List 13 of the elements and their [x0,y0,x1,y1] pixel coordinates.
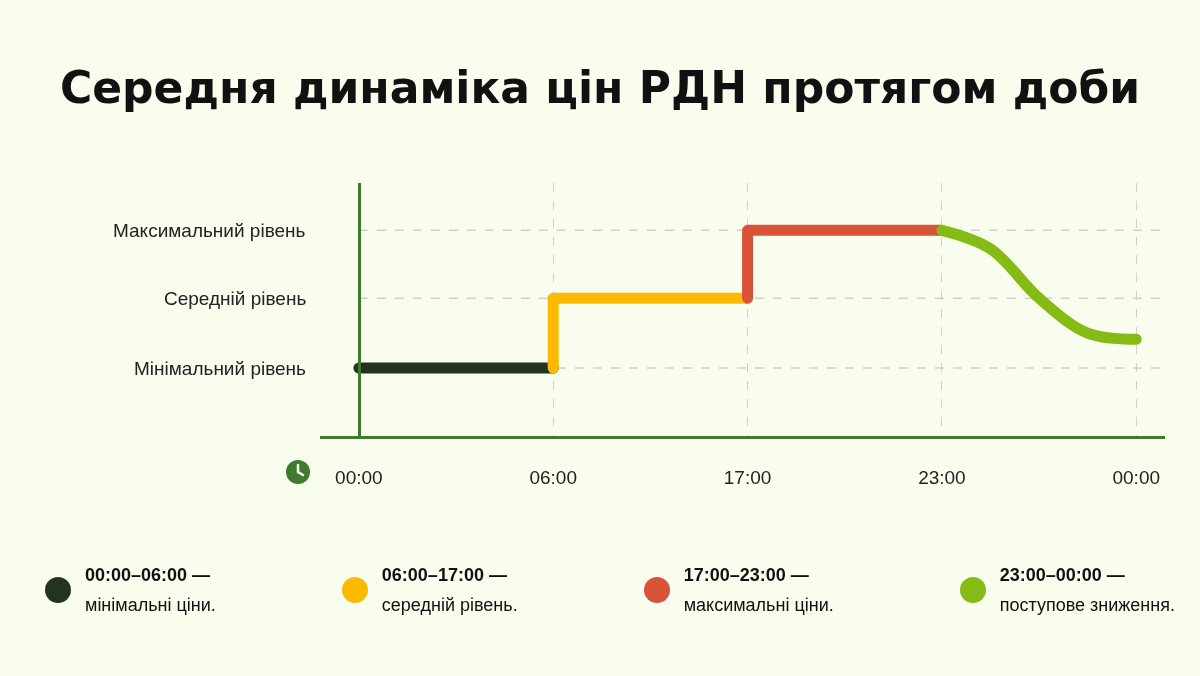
x-tick-label: 00:00 [335,466,383,488]
x-tick-label: 00:00 [1112,466,1161,488]
legend-label: 00:00–06:00 — мінімальні ціни. [85,564,216,617]
x-tick-label: 06:00 [529,466,577,488]
legend-label: 17:00–23:00 — максимальні ціни. [683,564,834,617]
ref-line-label: Мінімальний рівень [134,358,307,379]
ref-line-label: Середній рівень [164,288,307,309]
x-tick-label: 17:00 [723,466,772,488]
legend-label: 23:00–00:00 — поступове зниження. [999,564,1175,617]
chart-title: Середня динаміка цін РДН протягом доби [58,62,1141,113]
x-tick-label: 23:00 [918,466,966,488]
legend-label: 06:00–17:00 — середній рівень. [381,564,518,617]
ref-line-label: Максимальний рівень [113,220,306,241]
